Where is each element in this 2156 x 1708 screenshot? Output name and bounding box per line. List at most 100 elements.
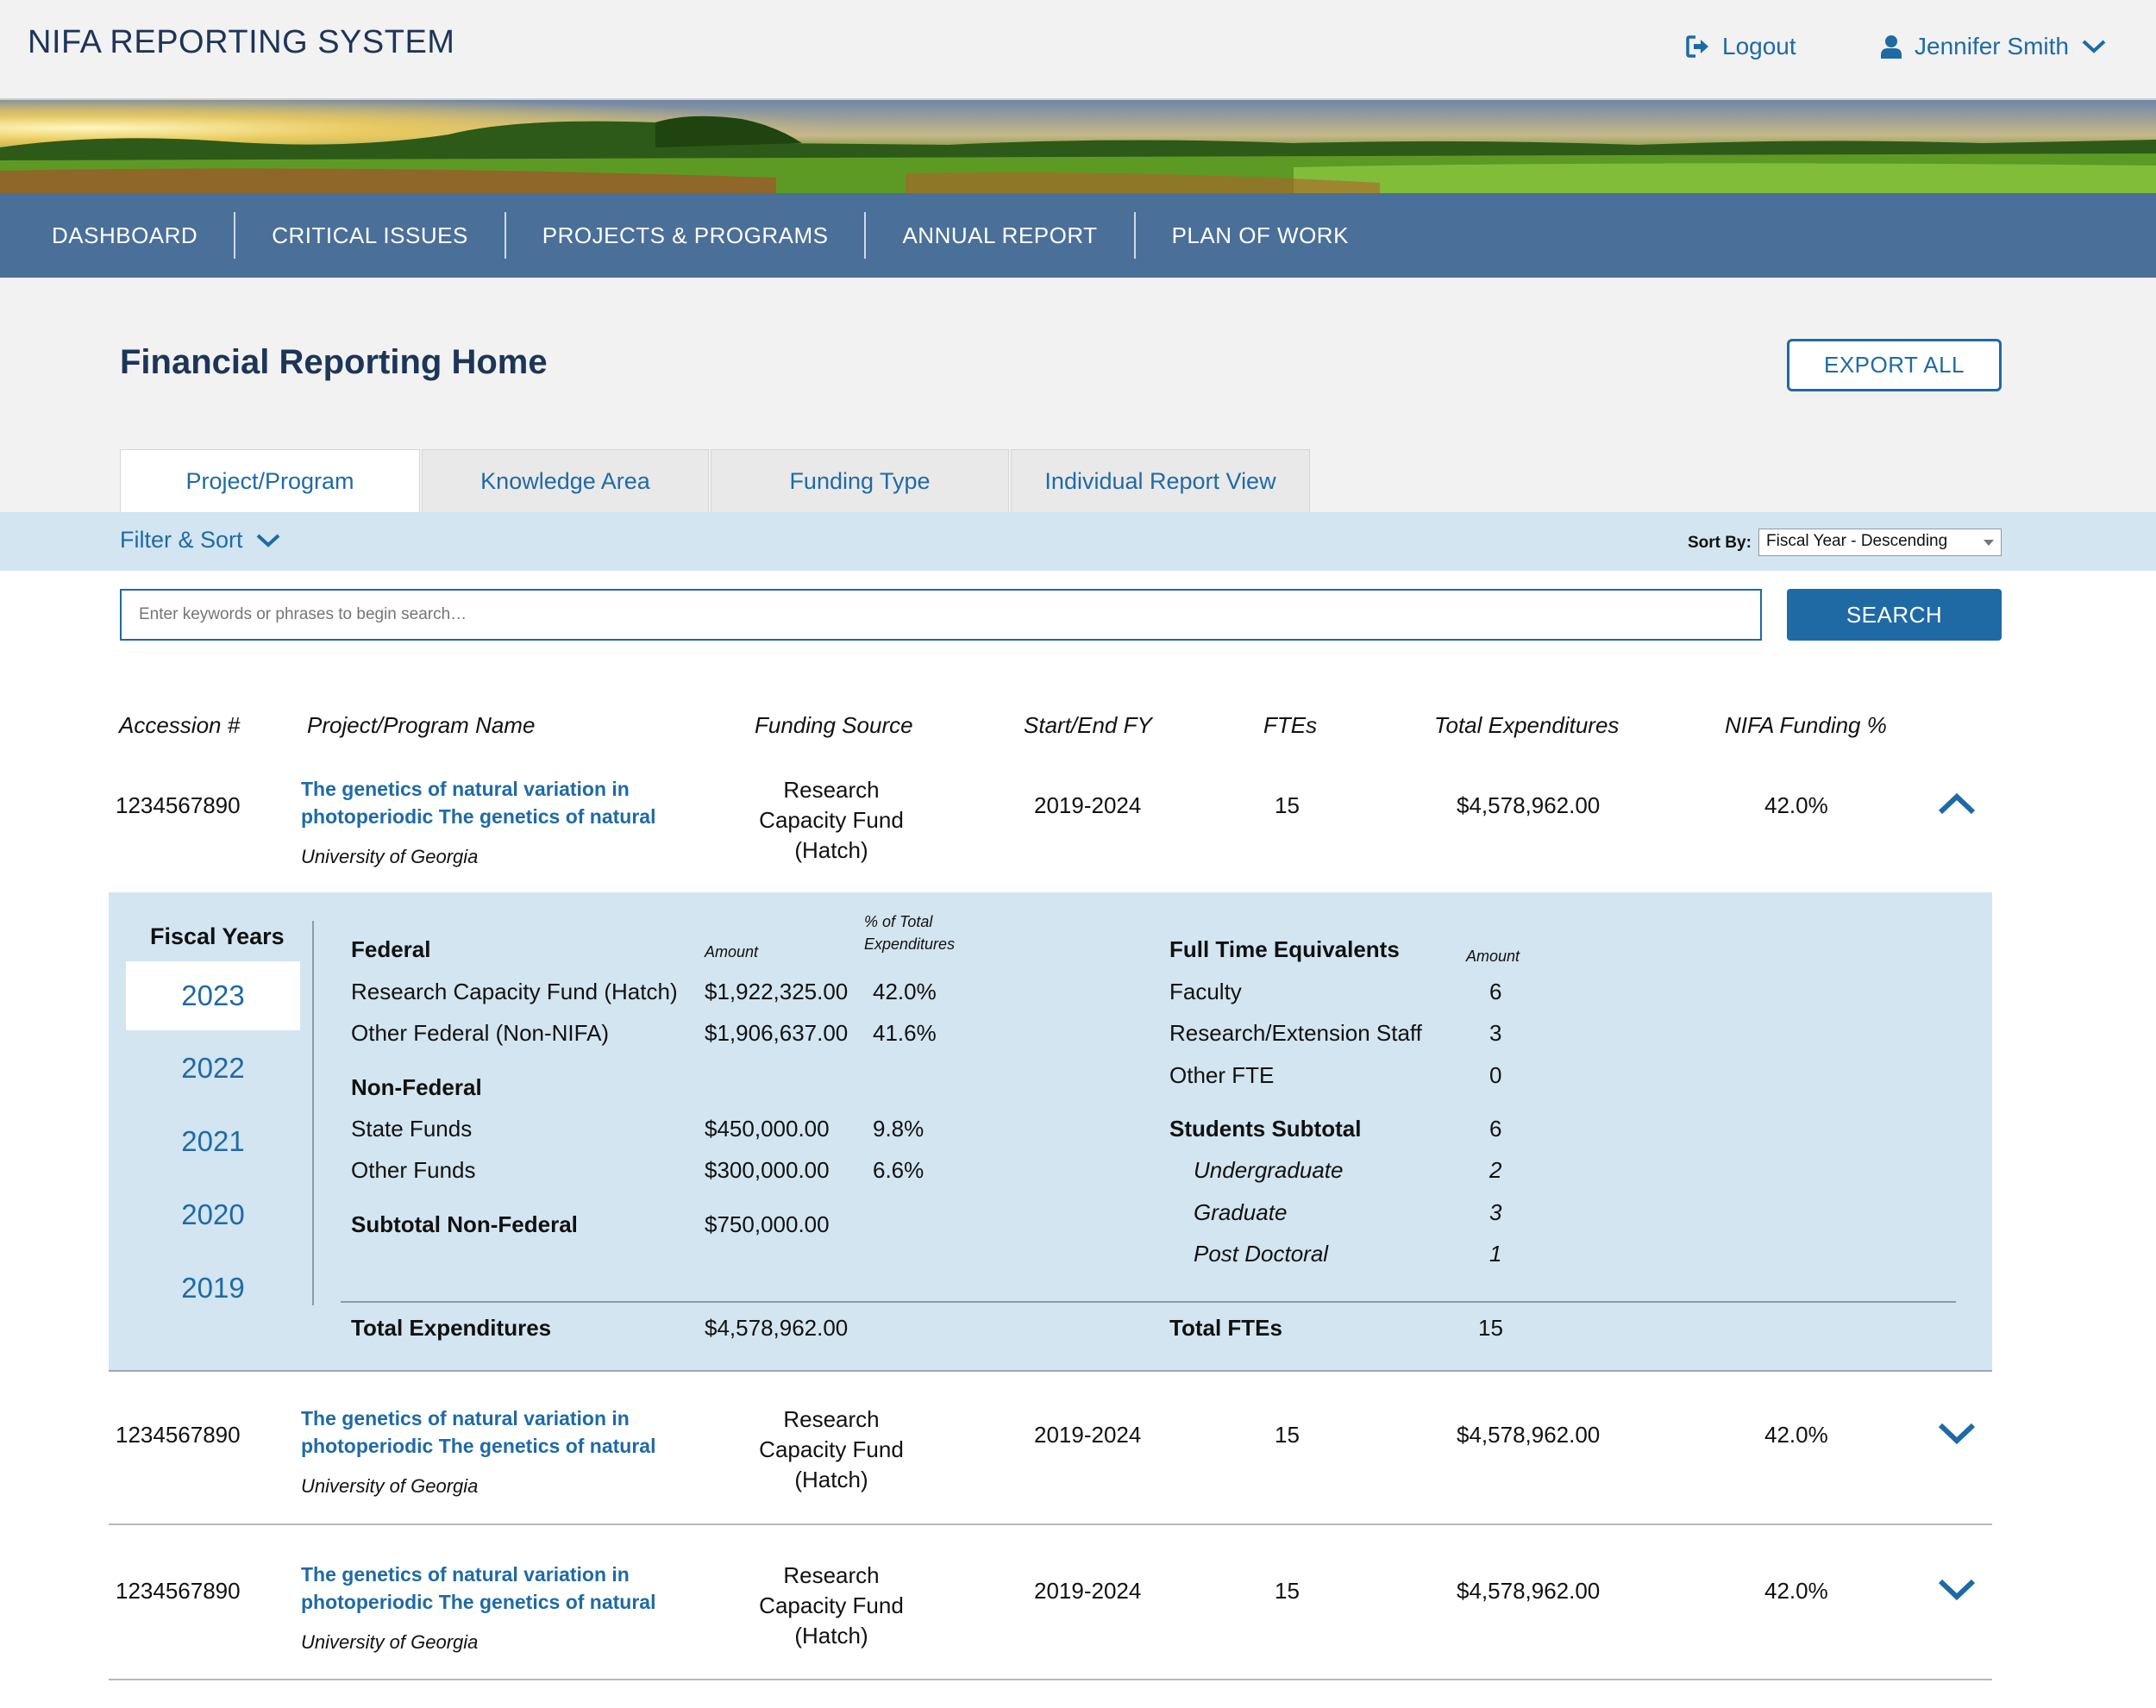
project-name-link[interactable]: The genetics of natural variation in pho… bbox=[301, 1561, 698, 1616]
project-name-line: The genetics of natural variation in bbox=[301, 1563, 630, 1586]
start-end-fy: 2019-2024 bbox=[1034, 1578, 1142, 1604]
pct-header-line: Expenditures bbox=[864, 935, 956, 953]
student-item-label: Undergraduate bbox=[1194, 1157, 1344, 1183]
project-name-line: photoperiodic The genetics of natural bbox=[301, 1435, 656, 1457]
nifa-funding-value: 42.0% bbox=[1764, 1422, 1828, 1448]
funding-source-line: Capacity Fund bbox=[759, 807, 904, 833]
tab-funding-type[interactable]: Funding Type bbox=[711, 449, 1009, 512]
collapse-chevron-up-icon[interactable] bbox=[1937, 791, 1977, 816]
fte-item-value: 0 bbox=[1489, 1062, 1502, 1088]
students-subtotal-label: Students Subtotal bbox=[1169, 1116, 1362, 1142]
fiscal-year-2020[interactable]: 2020 bbox=[181, 1198, 245, 1230]
project-name-line: The genetics of natural variation in bbox=[301, 1407, 630, 1430]
export-all-button[interactable]: EXPORT ALL bbox=[1787, 339, 2002, 391]
project-name-line: photoperiodic The genetics of natural bbox=[301, 1591, 656, 1613]
expand-chevron-down-icon[interactable] bbox=[1937, 1421, 1977, 1447]
federal-item-amount: $1,906,637.00 bbox=[705, 1020, 849, 1046]
fte-item-label: Research/Extension Staff bbox=[1169, 1020, 1422, 1046]
fte-heading: Full Time Equivalents bbox=[1169, 936, 1400, 962]
fiscal-year-2023[interactable]: 2023 bbox=[126, 961, 300, 1030]
nav-annual-report[interactable]: ANNUAL REPORT bbox=[866, 212, 1136, 259]
row-divider bbox=[109, 1523, 1992, 1525]
federal-item-label: Other Federal (Non-NIFA) bbox=[351, 1020, 610, 1046]
total-expenditures-value: $4,578,962.00 bbox=[1457, 1578, 1601, 1604]
fiscal-year-2022[interactable]: 2022 bbox=[181, 1052, 245, 1084]
row-divider bbox=[109, 1679, 1992, 1680]
subtotal-nonfederal-label: Subtotal Non-Federal bbox=[351, 1211, 578, 1237]
project-name-link[interactable]: The genetics of natural variation in pho… bbox=[301, 775, 698, 830]
sort-select[interactable]: Fiscal Year - Descending bbox=[1758, 529, 2002, 556]
project-name-link[interactable]: The genetics of natural variation in pho… bbox=[301, 1405, 698, 1460]
accession-number: 1234567890 bbox=[116, 1578, 241, 1604]
search-button[interactable]: SEARCH bbox=[1787, 589, 2002, 641]
view-tabs: Project/Program Knowledge Area Funding T… bbox=[120, 449, 1312, 512]
fte-item-value: 6 bbox=[1489, 979, 1502, 1004]
chevron-down-icon bbox=[2082, 40, 2106, 53]
total-expenditures-label: Total Expenditures bbox=[351, 1315, 552, 1341]
nonfederal-heading: Non-Federal bbox=[351, 1074, 482, 1100]
filter-bar: Filter & Sort Sort By: Fiscal Year - Des… bbox=[0, 512, 2156, 571]
nifa-funding-value: 42.0% bbox=[1764, 1578, 1828, 1604]
nav-plan-of-work[interactable]: PLAN OF WORK bbox=[1171, 222, 1349, 248]
fte-amount-header: Amount bbox=[1466, 948, 1520, 965]
search-input[interactable] bbox=[120, 589, 1762, 641]
start-end-fy: 2019-2024 bbox=[1034, 1422, 1142, 1448]
funding-source-line: (Hatch) bbox=[794, 1467, 868, 1492]
federal-heading: Federal bbox=[351, 936, 431, 962]
funding-source-line: Research bbox=[783, 777, 880, 803]
total-expenditures-value: $4,578,962.00 bbox=[1457, 1422, 1601, 1448]
nav-critical-issues[interactable]: CRITICAL ISSUES bbox=[235, 212, 506, 259]
funding-source-line: Capacity Fund bbox=[759, 1436, 904, 1462]
expand-chevron-down-icon[interactable] bbox=[1937, 1577, 1977, 1603]
federal-item-pct: 42.0% bbox=[873, 979, 937, 1004]
select-caret-icon bbox=[1984, 540, 1994, 546]
total-expenditures-value: $4,578,962.00 bbox=[1457, 792, 1601, 818]
user-menu[interactable]: Jennifer Smith bbox=[1880, 33, 2107, 60]
students-subtotal-value: 6 bbox=[1489, 1116, 1502, 1142]
funding-source: Research Capacity Fund (Hatch) bbox=[736, 1405, 926, 1495]
funding-source-line: Research bbox=[783, 1406, 880, 1432]
fiscal-year-2019[interactable]: 2019 bbox=[181, 1272, 245, 1304]
ftes-value: 15 bbox=[1275, 792, 1300, 818]
student-item-label: Graduate bbox=[1194, 1199, 1288, 1225]
tab-project-program[interactable]: Project/Program bbox=[120, 449, 420, 512]
tab-individual-report-view[interactable]: Individual Report View bbox=[1011, 449, 1310, 512]
total-expenditures-amount: $4,578,962.00 bbox=[705, 1315, 849, 1341]
student-item-label: Post Doctoral bbox=[1194, 1241, 1329, 1267]
fiscal-year-2021[interactable]: 2021 bbox=[181, 1125, 245, 1157]
nonfederal-item-pct: 9.8% bbox=[873, 1116, 924, 1142]
filter-sort-toggle[interactable]: Filter & Sort bbox=[120, 527, 281, 554]
funding-source-line: Capacity Fund bbox=[759, 1592, 904, 1618]
nav-projects-programs[interactable]: PROJECTS & PROGRAMS bbox=[506, 212, 867, 259]
page-title: Financial Reporting Home bbox=[120, 343, 548, 381]
col-header-project-name: Project/Program Name bbox=[307, 712, 536, 738]
nonfederal-item-label: State Funds bbox=[351, 1116, 473, 1142]
start-end-fy: 2019-2024 bbox=[1034, 792, 1142, 818]
fte-item-label: Faculty bbox=[1169, 979, 1242, 1004]
ftes-value: 15 bbox=[1275, 1578, 1300, 1604]
nonfederal-item-amount: $300,000.00 bbox=[705, 1157, 830, 1183]
federal-item-pct: 41.6% bbox=[873, 1020, 937, 1046]
fiscal-years-title: Fiscal Years bbox=[150, 923, 285, 949]
nonfederal-item-amount: $450,000.00 bbox=[705, 1116, 830, 1142]
main-nav: DASHBOARD CRITICAL ISSUES PROJECTS & PRO… bbox=[0, 193, 2156, 278]
filter-sort-label: Filter & Sort bbox=[120, 527, 243, 553]
tab-knowledge-area[interactable]: Knowledge Area bbox=[422, 449, 709, 512]
funding-source: Research Capacity Fund (Hatch) bbox=[736, 1561, 926, 1651]
expanded-detail-panel: Fiscal Years 2023 2022 2021 2020 2019 Fe… bbox=[109, 892, 1992, 1372]
col-header-funding-source: Funding Source bbox=[755, 712, 913, 738]
project-name-line: photoperiodic The genetics of natural bbox=[301, 805, 656, 828]
logout-button[interactable]: Logout bbox=[1686, 33, 1796, 60]
federal-item-label: Research Capacity Fund (Hatch) bbox=[351, 979, 678, 1004]
sort-select-value: Fiscal Year - Descending bbox=[1766, 532, 1948, 550]
subtotal-nonfederal-amount: $750,000.00 bbox=[705, 1211, 830, 1237]
student-item-value: 3 bbox=[1489, 1199, 1502, 1225]
project-name-line: The genetics of natural variation in bbox=[301, 778, 630, 800]
accession-number: 1234567890 bbox=[116, 1422, 241, 1448]
nav-dashboard[interactable]: DASHBOARD bbox=[0, 212, 236, 259]
student-item-value: 2 bbox=[1489, 1157, 1502, 1183]
col-header-start-end-fy: Start/End FY bbox=[1024, 712, 1152, 738]
fte-item-label: Other FTE bbox=[1169, 1062, 1275, 1088]
nonfederal-item-pct: 6.6% bbox=[873, 1157, 924, 1183]
university-name: University of Georgia bbox=[301, 1631, 479, 1653]
